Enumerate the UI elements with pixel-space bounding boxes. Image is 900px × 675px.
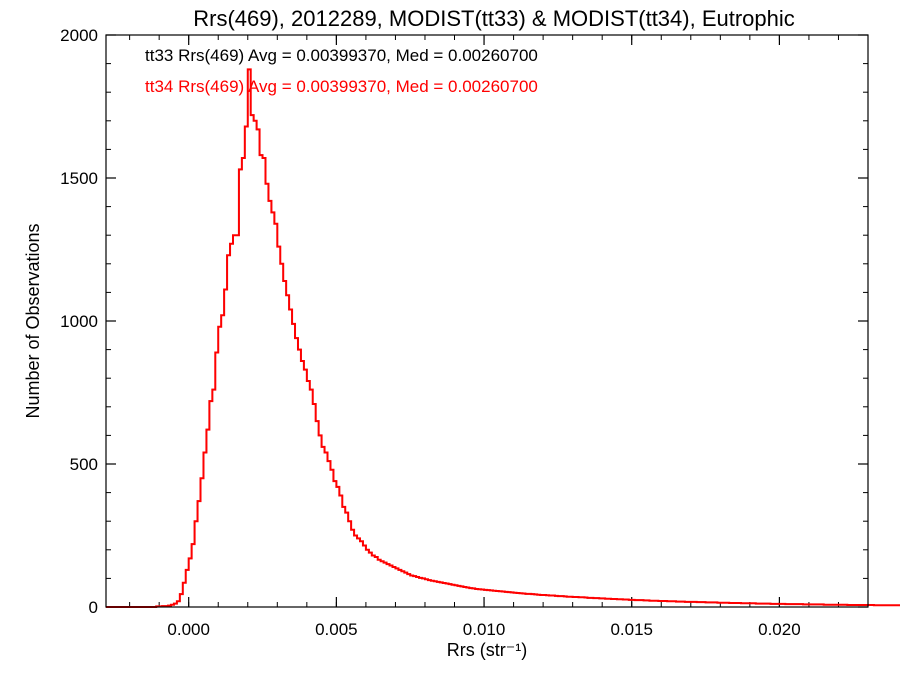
y-tick-label: 0	[89, 598, 98, 617]
series-tt33-line	[106, 68, 900, 608]
y-tick-label: 1000	[60, 312, 98, 331]
legend-tt33-annotation: tt33 Rrs(469) Avg = 0.00399370, Med = 0.…	[145, 46, 538, 65]
y-tick-label: 500	[70, 455, 98, 474]
y-axis-title: Number of Observations	[23, 223, 43, 418]
x-tick-label: 0.010	[463, 620, 506, 639]
x-axis-title: Rrs (str⁻¹)	[447, 640, 527, 660]
y-tick-label: 2000	[60, 26, 98, 45]
x-tick-label: 0.015	[610, 620, 653, 639]
y-axis-ticks: 0 500 1000 1500 2000	[60, 26, 868, 617]
x-tick-label: 0.020	[758, 620, 801, 639]
plot-frame	[105, 34, 869, 608]
x-tick-label: 0.005	[315, 620, 358, 639]
y-tick-label: 1500	[60, 169, 98, 188]
legend-tt34-annotation: tt34 Rrs(469) Avg = 0.00399370, Med = 0.…	[145, 77, 538, 96]
x-axis-ticks: 0.000 0.005 0.010 0.015 0.020	[129, 35, 839, 639]
series-layer	[106, 68, 900, 608]
series-tt34-line	[106, 68, 900, 608]
chart-title: Rrs(469), 2012289, MODIST(tt33) & MODIST…	[193, 6, 795, 31]
x-tick-label: 0.000	[167, 620, 210, 639]
